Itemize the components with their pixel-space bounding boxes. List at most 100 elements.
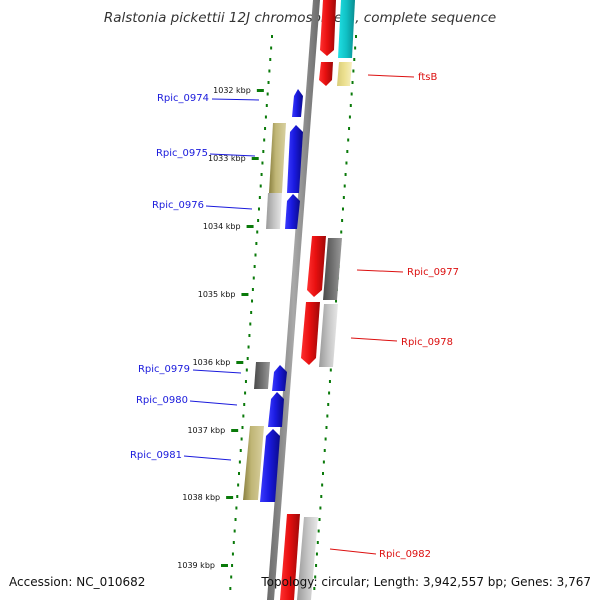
scale-label: 1038 kbp	[182, 493, 220, 502]
tick-dot	[248, 334, 251, 337]
accession-text: Accession: NC_010682	[9, 575, 146, 589]
gene-label-rpic-0981[interactable]: Rpic_0981	[130, 450, 182, 461]
tick-dot	[327, 403, 330, 406]
tick-dot	[267, 81, 270, 84]
tick-dot	[257, 207, 260, 211]
scale-tick	[220, 564, 228, 567]
gene-rpic-0982[interactable]	[297, 517, 318, 600]
gene-ftsb-red	[319, 62, 333, 86]
gene-label-rpic-0976[interactable]: Rpic_0976	[152, 200, 204, 211]
tick-dot	[348, 115, 351, 119]
tick-dot	[313, 587, 316, 590]
map-title: Ralstonia pickettii 12J chromosome 1, co…	[103, 10, 497, 26]
gene-rpic-0981[interactable]	[260, 429, 280, 502]
tick-dot	[350, 92, 353, 96]
genome-summary: Topology: circular; Length: 3,942,557 bp…	[261, 575, 591, 589]
tick-dot	[231, 564, 234, 567]
leader-line	[350, 337, 398, 342]
scale-label: 1033 kbp	[208, 154, 246, 163]
tick-dot	[329, 368, 332, 372]
tick-dot	[326, 414, 329, 418]
leader-line	[211, 98, 260, 101]
tick-dot	[322, 460, 325, 464]
gene-rpic-0978[interactable]	[319, 304, 338, 367]
tick-dot	[324, 437, 327, 441]
tick-dot	[328, 380, 331, 383]
tick-dot	[271, 35, 273, 38]
tick-dot	[241, 426, 244, 429]
tick-dot	[238, 472, 241, 475]
gene-ftsb[interactable]	[337, 62, 352, 86]
gene-rpic-0974[interactable]	[292, 89, 303, 117]
tick-dot	[351, 81, 354, 84]
tick-dot	[231, 552, 234, 556]
leader-line	[192, 369, 242, 374]
tick-dot	[340, 230, 343, 234]
scale-label: 1039 kbp	[177, 561, 215, 570]
tick-dot	[244, 380, 247, 383]
gene-rpic-0977[interactable]	[323, 238, 342, 300]
tick-dot	[250, 311, 253, 314]
leader-line	[329, 548, 377, 555]
tick-dot	[265, 104, 268, 107]
tick-dot	[323, 449, 326, 452]
gene-rpic-0975-feature	[269, 123, 286, 193]
tick-dot	[320, 495, 323, 498]
gene-label-rpic-0979[interactable]: Rpic_0979	[138, 364, 190, 375]
scale-label: 1035 kbp	[198, 290, 236, 299]
tick-dot	[349, 104, 352, 107]
gene-rpic-0976-feature	[266, 193, 282, 229]
gene-rpic-0981-feature	[243, 426, 264, 500]
tick-dot	[325, 426, 328, 429]
tick-dot	[317, 529, 320, 533]
scale-tick	[231, 429, 239, 432]
gene-label-rpic-0975[interactable]: Rpic_0975	[156, 148, 208, 159]
tick-dot	[232, 541, 235, 544]
scale-tick	[246, 225, 254, 228]
tick-dot	[251, 288, 254, 291]
gene-label-ftsb[interactable]: ftsB	[418, 72, 437, 83]
leader-line	[189, 400, 238, 406]
gene-rpic-0976[interactable]	[285, 194, 300, 229]
label-leader-lines	[183, 74, 415, 555]
gene-label-rpic-0980[interactable]: Rpic_0980	[136, 395, 188, 406]
gene-label-rpic-0978[interactable]: Rpic_0978	[401, 337, 453, 348]
tick-dot	[261, 161, 264, 165]
tick-dot	[229, 587, 232, 590]
tick-dot	[269, 58, 272, 61]
leader-line	[367, 74, 415, 78]
gene-top-red-1	[320, 0, 336, 56]
tick-dot	[256, 230, 259, 234]
gene-rpic-0978-red	[301, 302, 320, 365]
gene-label-rpic-0982[interactable]: Rpic_0982	[379, 549, 431, 560]
tick-dot	[247, 345, 250, 349]
scale-ticks	[220, 89, 264, 567]
tick-dot	[239, 449, 242, 452]
tick-dot	[258, 196, 261, 199]
tick-dot	[254, 253, 257, 257]
tick-dot	[246, 357, 249, 360]
gene-rpic-0975[interactable]	[287, 125, 303, 193]
tick-dot	[354, 46, 357, 50]
gene-rpic-0979[interactable]	[272, 365, 287, 391]
gene-rpic-0980[interactable]	[268, 392, 284, 427]
gene-top-cyan	[338, 0, 355, 58]
leader-line	[183, 455, 232, 461]
chromosome-backbone	[267, 0, 320, 600]
tick-dot	[314, 575, 317, 579]
tick-dot	[260, 173, 263, 176]
tick-dot	[264, 115, 267, 119]
gene-label-rpic-0977[interactable]: Rpic_0977	[407, 267, 459, 278]
gene-rpic-0982-red	[280, 514, 300, 600]
tick-dot	[318, 518, 321, 521]
scale-tick	[251, 157, 259, 160]
leader-line	[209, 153, 256, 157]
scale-label: 1034 kbp	[203, 222, 241, 231]
tick-dot	[346, 150, 349, 153]
tick-dot	[242, 414, 245, 418]
tick-dot	[263, 138, 266, 142]
tick-dot	[342, 196, 345, 199]
gene-label-rpic-0974[interactable]: Rpic_0974	[157, 93, 209, 104]
tick-dot	[341, 207, 344, 211]
